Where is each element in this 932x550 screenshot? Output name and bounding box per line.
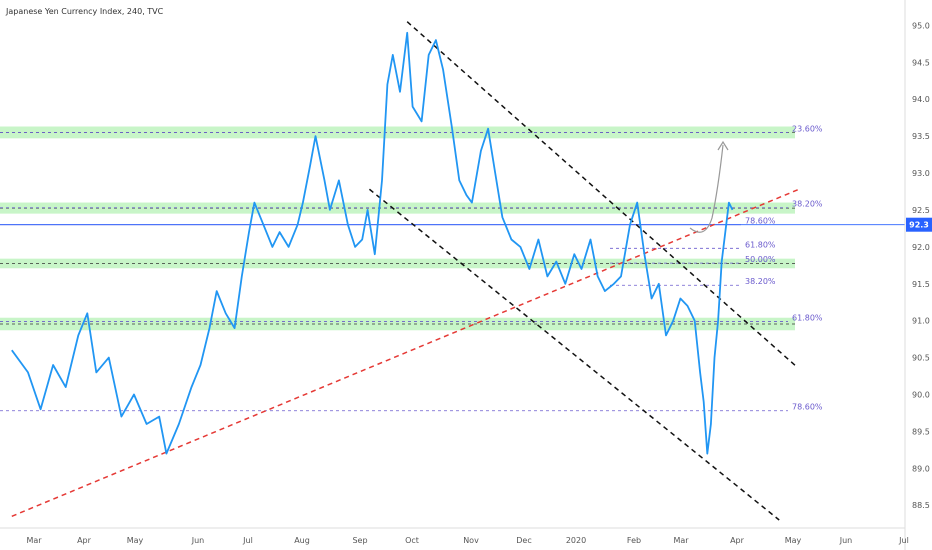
y-tick: 94.5: [912, 58, 930, 67]
x-tick: Feb: [627, 536, 641, 545]
y-tick: 91.5: [912, 280, 930, 289]
price-series: [11, 31, 734, 455]
fib-label-3: 61.80%: [745, 240, 776, 249]
fib-label-2: 78.60%: [745, 217, 776, 226]
fib-label-1: 38.20%: [792, 200, 823, 209]
projection-arrowhead: [717, 140, 729, 151]
y-tick: 88.5: [912, 501, 930, 510]
trendlines: [11, 21, 800, 521]
x-tick: Apr: [730, 536, 745, 545]
y-tick: 90.5: [912, 354, 930, 363]
x-tick: Nov: [463, 536, 479, 545]
trendline-0: [11, 188, 800, 518]
y-tick: 92.0: [912, 243, 930, 252]
fib-levels: 23.60% 38.20% 78.60% 61.80% 50.00% 38.20% 61.8…: [0, 124, 905, 412]
trendline-2: [368, 188, 780, 521]
x-tick: Sep: [352, 536, 367, 545]
price-line-0: [11, 31, 734, 455]
y-tick: 90.0: [912, 391, 930, 400]
x-tick: Apr: [77, 536, 92, 545]
y-tick: 93.0: [912, 169, 930, 178]
projection-arrow: [689, 144, 724, 233]
x-tick: May: [785, 536, 802, 545]
fib-label-4: 50.00%: [745, 255, 776, 264]
fib-label-5: 38.20%: [745, 277, 776, 286]
current-price-label: 92.3: [909, 221, 929, 230]
x-tick: Jun: [839, 536, 853, 545]
x-tick: 2020: [566, 536, 586, 545]
x-tick: Jun: [191, 536, 205, 545]
fib-label-6: 61.80%: [792, 313, 823, 322]
fib-label-7: 78.60%: [792, 403, 823, 412]
y-tick: 93.5: [912, 132, 930, 141]
support-resistance-zones: [0, 126, 795, 331]
x-tick: May: [127, 536, 144, 545]
y-tick: 94.0: [912, 95, 930, 104]
y-tick: 91.0: [912, 317, 930, 326]
trendline-1: [406, 21, 798, 368]
y-tick: 95.0: [912, 21, 930, 30]
x-tick: Dec: [516, 536, 531, 545]
x-tick: Aug: [294, 536, 310, 545]
x-tick: Oct: [405, 536, 419, 545]
fib-label-0: 23.60%: [792, 124, 823, 133]
y-tick: 89.5: [912, 427, 930, 436]
x-tick: Jul: [898, 536, 909, 545]
x-tick: Mar: [26, 536, 42, 545]
y-tick: 92.5: [912, 206, 930, 215]
y-tick: 89.0: [912, 464, 930, 473]
chart-title: Japanese Yen Currency Index, 240, TVC: [5, 7, 164, 16]
x-tick: Jul: [242, 536, 253, 545]
current-price-tag: [906, 217, 932, 232]
x-tick: Mar: [673, 536, 689, 545]
